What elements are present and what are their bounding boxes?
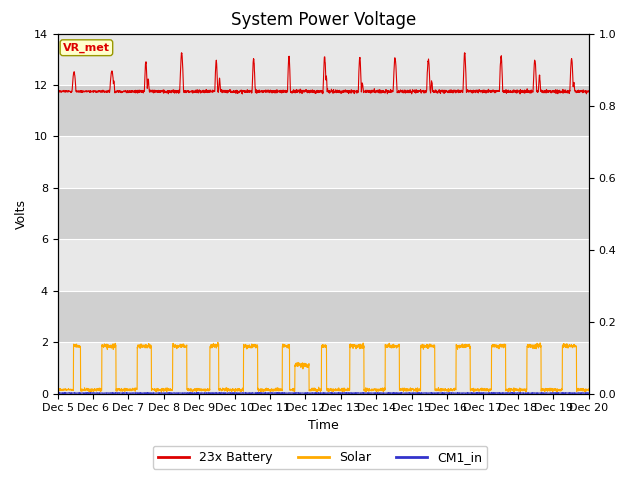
Line: 23x Battery: 23x Battery xyxy=(58,53,589,94)
23x Battery xyxy=(146,89,154,95)
Solar xyxy=(157,390,165,396)
CM1_in xyxy=(575,390,582,396)
Bar xyxy=(58,136,589,188)
Bar xyxy=(58,85,589,136)
Bar xyxy=(58,291,589,342)
Bar xyxy=(58,240,589,291)
CM1_in xyxy=(54,390,61,396)
Bar xyxy=(58,34,589,85)
23x Battery xyxy=(54,89,61,95)
23x Battery xyxy=(239,91,246,97)
CM1_in xyxy=(221,391,229,396)
Solar xyxy=(214,339,221,345)
X-axis label: Time: Time xyxy=(308,419,339,432)
23x Battery xyxy=(281,88,289,94)
23x Battery xyxy=(258,89,266,95)
Legend: 23x Battery, Solar, CM1_in: 23x Battery, Solar, CM1_in xyxy=(153,446,487,469)
Solar xyxy=(585,386,593,392)
Solar xyxy=(258,388,266,394)
23x Battery xyxy=(461,50,468,56)
Solar xyxy=(115,386,122,392)
Solar xyxy=(146,344,154,349)
CM1_in xyxy=(146,390,154,396)
23x Battery xyxy=(575,88,582,94)
23x Battery xyxy=(518,89,525,95)
CM1_in xyxy=(281,390,289,396)
Solar xyxy=(54,387,61,393)
23x Battery xyxy=(115,89,122,95)
Solar xyxy=(281,342,289,348)
Title: System Power Voltage: System Power Voltage xyxy=(230,11,416,29)
Bar xyxy=(58,342,589,394)
CM1_in xyxy=(115,390,122,396)
Text: VR_met: VR_met xyxy=(63,43,110,53)
Bar xyxy=(58,188,589,240)
CM1_in xyxy=(123,390,131,396)
CM1_in xyxy=(585,390,593,396)
Solar xyxy=(518,387,525,393)
CM1_in xyxy=(518,390,525,396)
CM1_in xyxy=(258,390,266,396)
Line: Solar: Solar xyxy=(58,342,589,393)
23x Battery xyxy=(585,89,593,95)
Solar xyxy=(575,387,582,393)
Y-axis label: Volts: Volts xyxy=(15,199,28,228)
Line: CM1_in: CM1_in xyxy=(58,393,589,394)
